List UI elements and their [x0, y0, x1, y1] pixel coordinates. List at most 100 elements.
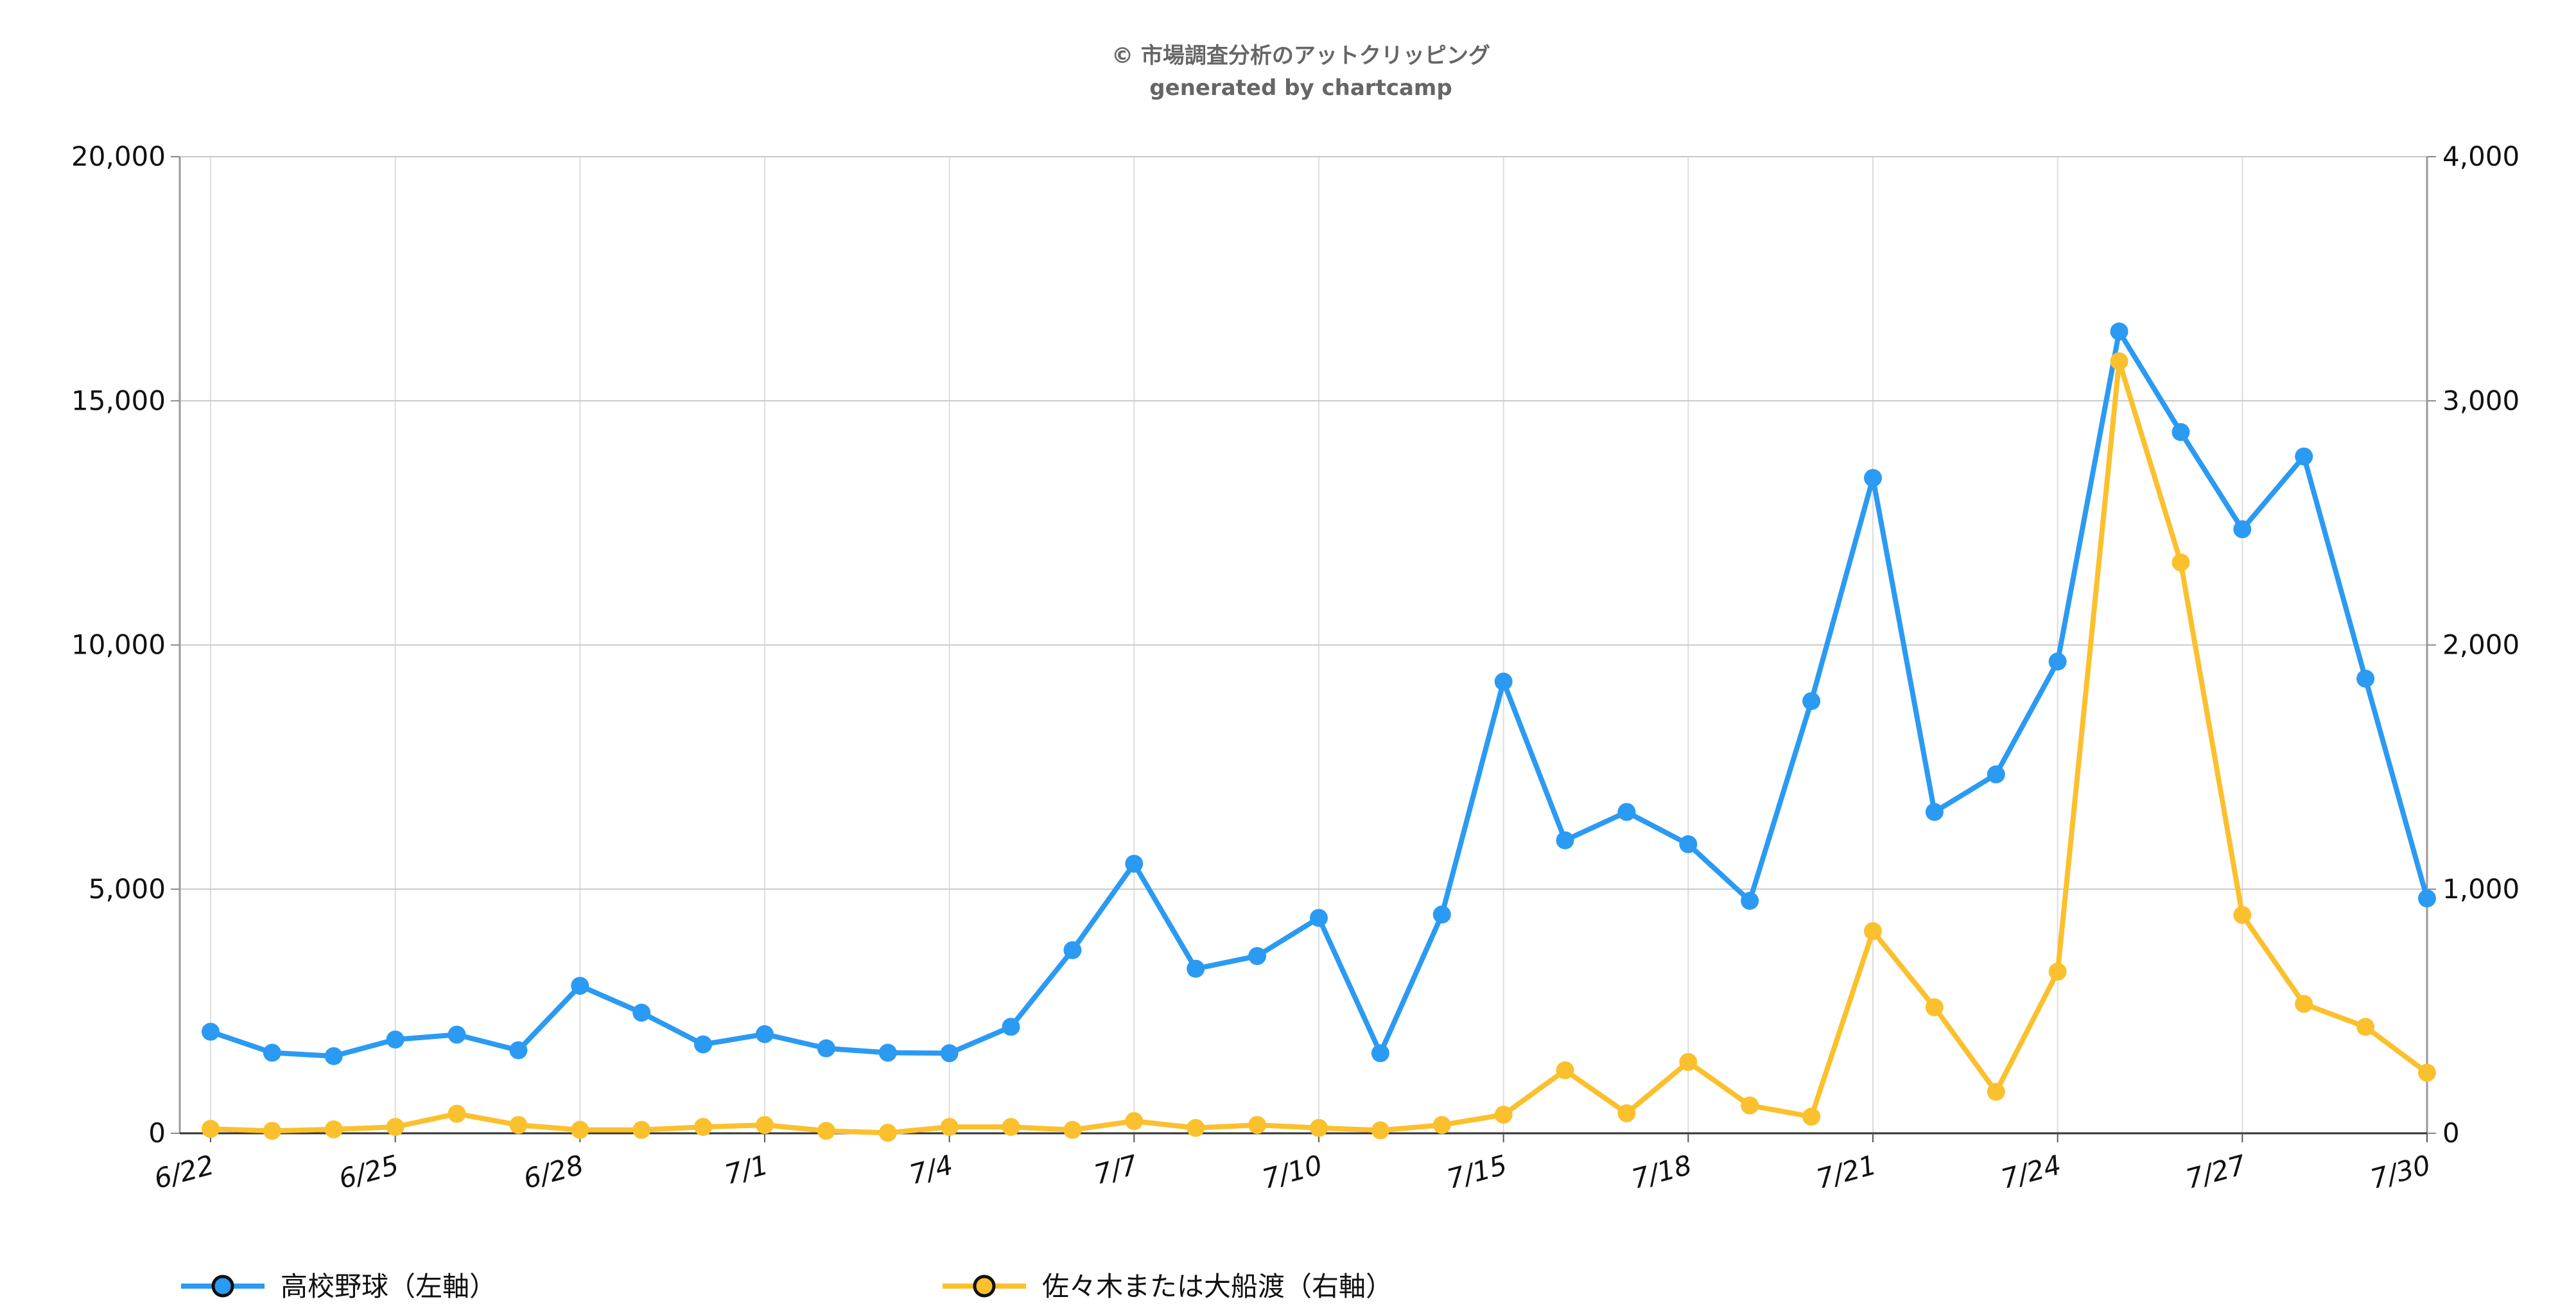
- x-tick-label: 7/10: [1259, 1149, 1326, 1195]
- y-right-tick-label: 0: [2442, 1117, 2460, 1149]
- y-left-tick-label: 5,000: [89, 873, 166, 905]
- series-2-point: [1987, 1083, 2005, 1101]
- series-2-point: [386, 1118, 405, 1136]
- series-2-point: [1925, 998, 1944, 1016]
- series-1-point: [1371, 1044, 1389, 1063]
- series-2-point: [632, 1120, 651, 1139]
- series-2-point: [940, 1118, 959, 1136]
- series-2-point: [1002, 1118, 1020, 1136]
- y-left-tick-label: 15,000: [71, 385, 166, 416]
- series-2-point: [694, 1118, 713, 1136]
- series-1-point: [1556, 831, 1574, 849]
- x-tick-label: 7/4: [906, 1149, 956, 1190]
- series-2-point: [1556, 1061, 1574, 1079]
- series-2-point: [324, 1120, 343, 1138]
- legend: 高校野球（左軸） 佐々木または大船渡（右軸）: [181, 1271, 1393, 1302]
- series-1-point: [632, 1004, 651, 1022]
- series-2-point: [263, 1122, 281, 1140]
- x-tick-label: 7/1: [722, 1149, 772, 1190]
- series-2-point: [2295, 995, 2313, 1013]
- series-2-point: [1494, 1106, 1513, 1124]
- y-right-tick-label: 4,000: [2442, 141, 2519, 172]
- series: [201, 322, 2436, 1142]
- series-1-point: [1802, 692, 1821, 710]
- series-1-point: [1925, 803, 1944, 821]
- series-2-point: [2418, 1063, 2436, 1082]
- series-1-point: [1125, 855, 1144, 873]
- series-1-point: [1617, 803, 1636, 821]
- x-tick-label: 6/28: [520, 1149, 587, 1195]
- series-1-point: [448, 1025, 466, 1044]
- series-1-point: [1432, 905, 1451, 924]
- series-1-point: [2110, 322, 2128, 341]
- series-2-point: [1679, 1052, 1698, 1071]
- x-tick-label: 7/30: [2367, 1149, 2434, 1195]
- series-2-point: [1125, 1111, 1144, 1130]
- series-1-point: [1863, 469, 1882, 487]
- series-2-point: [571, 1120, 589, 1139]
- series-2-point: [1248, 1116, 1267, 1135]
- series-2-point: [2110, 352, 2128, 370]
- series-1-point: [2171, 422, 2190, 441]
- y-right-tick-label: 3,000: [2442, 385, 2519, 416]
- series-2-point: [1617, 1104, 1636, 1122]
- series-2-point: [2233, 906, 2252, 925]
- series-2-point: [1432, 1116, 1451, 1135]
- x-tick-label: 7/27: [2182, 1149, 2249, 1195]
- series-2-point: [1063, 1120, 1082, 1139]
- x-tick-label: 7/15: [1443, 1149, 1510, 1195]
- series-2-point: [2356, 1018, 2375, 1036]
- series-2-point: [2171, 553, 2190, 571]
- credit-line-1: © 市場調査分析のアットクリッピング: [1111, 43, 1490, 69]
- y-left-tick-label: 0: [148, 1117, 166, 1149]
- series-1-point: [1002, 1018, 1020, 1036]
- series-2-point: [1187, 1119, 1205, 1137]
- series-1-point: [694, 1035, 713, 1054]
- series-1-point: [2233, 520, 2252, 539]
- y-left-tick-label: 20,000: [71, 141, 166, 172]
- x-tick-label: 6/25: [335, 1149, 402, 1195]
- series-1-point: [263, 1043, 281, 1062]
- series-2-point: [878, 1124, 897, 1142]
- series-1-point: [1494, 672, 1513, 691]
- series-2-point: [817, 1122, 835, 1140]
- legend-marker-2: [973, 1275, 996, 1298]
- series-1-point: [386, 1030, 405, 1049]
- series-1-point: [1309, 909, 1328, 927]
- series-1-point: [2356, 669, 2375, 688]
- y-right-tick-label: 2,000: [2442, 629, 2519, 661]
- series-2-point: [1371, 1121, 1389, 1140]
- axes: 0 5,000 10,000 15,000 20,000 0 1,000 2,000 3,000…: [71, 141, 2519, 1195]
- y-right-tick-label: 1,000: [2442, 873, 2519, 905]
- x-tick-label: 7/7: [1091, 1149, 1141, 1190]
- series-2-point: [2048, 962, 2067, 981]
- series-1-point: [817, 1039, 835, 1058]
- series-1-point: [1679, 835, 1698, 853]
- series-1-point: [201, 1022, 220, 1041]
- series-2-point: [448, 1104, 466, 1123]
- x-tick-label: 7/24: [1997, 1149, 2064, 1195]
- series-1-point: [571, 977, 589, 995]
- series-1-point: [1063, 941, 1082, 959]
- series-1-point: [1741, 892, 1759, 910]
- legend-marker-1: [211, 1275, 234, 1298]
- series-1-point: [324, 1047, 343, 1065]
- series-1-point: [940, 1044, 959, 1063]
- series-1-point: [755, 1025, 774, 1043]
- series-1-point: [509, 1041, 528, 1059]
- series-2-point: [201, 1120, 220, 1138]
- credit-line-2: generated by chartcamp: [1149, 75, 1452, 101]
- series-1-point: [1248, 946, 1267, 965]
- x-tick-label: 7/21: [1813, 1149, 1880, 1195]
- legend-label-2: 佐々木または大船渡（右軸）: [1042, 1271, 1393, 1302]
- series-1-point: [1187, 959, 1205, 978]
- series-1-point: [2418, 889, 2436, 908]
- series-2-point: [755, 1116, 774, 1135]
- legend-label-1: 高校野球（左軸）: [281, 1271, 496, 1302]
- series-2-point: [509, 1116, 528, 1135]
- series-2-point: [1741, 1096, 1759, 1115]
- series-1-point: [2295, 447, 2313, 466]
- series-2-point: [1802, 1108, 1821, 1126]
- series-2-point: [1309, 1119, 1328, 1137]
